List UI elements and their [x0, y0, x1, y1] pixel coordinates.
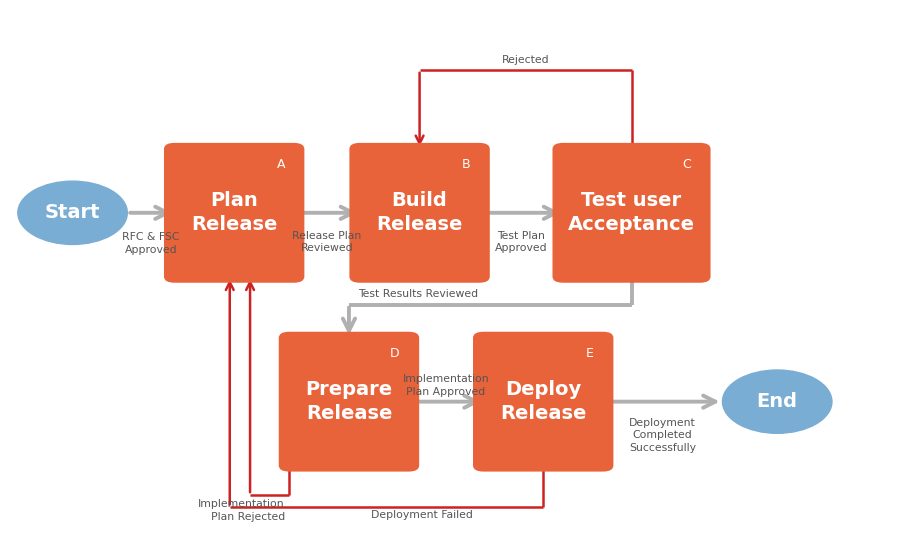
Circle shape — [18, 181, 127, 244]
Text: B: B — [461, 158, 470, 171]
Text: Deployment
Completed
Successfully: Deployment Completed Successfully — [629, 418, 696, 453]
FancyBboxPatch shape — [164, 143, 305, 283]
Text: Deploy
Release: Deploy Release — [500, 380, 587, 424]
Text: Rejected: Rejected — [502, 55, 550, 65]
Text: A: A — [277, 158, 285, 171]
Text: D: D — [390, 347, 400, 360]
Text: Implementation
Plan Rejected: Implementation Plan Rejected — [198, 499, 285, 521]
Text: RFC & FSC
Approved: RFC & FSC Approved — [123, 232, 179, 255]
Text: Plan
Release: Plan Release — [191, 191, 278, 235]
Text: Deployment Failed: Deployment Failed — [371, 510, 473, 520]
Text: End: End — [757, 392, 797, 411]
Text: Build
Release: Build Release — [377, 191, 463, 235]
Text: Implementation
Plan Approved: Implementation Plan Approved — [403, 374, 489, 396]
Text: Test Results Reviewed: Test Results Reviewed — [358, 288, 478, 299]
Text: C: C — [682, 158, 691, 171]
Text: Test Plan
Approved: Test Plan Approved — [495, 231, 548, 253]
FancyBboxPatch shape — [552, 143, 711, 283]
Text: Test user
Acceptance: Test user Acceptance — [568, 191, 695, 235]
FancyBboxPatch shape — [473, 332, 614, 471]
Text: Start: Start — [45, 203, 100, 222]
FancyBboxPatch shape — [278, 332, 419, 471]
FancyBboxPatch shape — [350, 143, 490, 283]
Text: Prepare
Release: Prepare Release — [305, 380, 393, 424]
Circle shape — [723, 370, 832, 433]
Text: E: E — [587, 347, 594, 360]
Text: Release Plan
Reviewed: Release Plan Reviewed — [292, 231, 361, 253]
